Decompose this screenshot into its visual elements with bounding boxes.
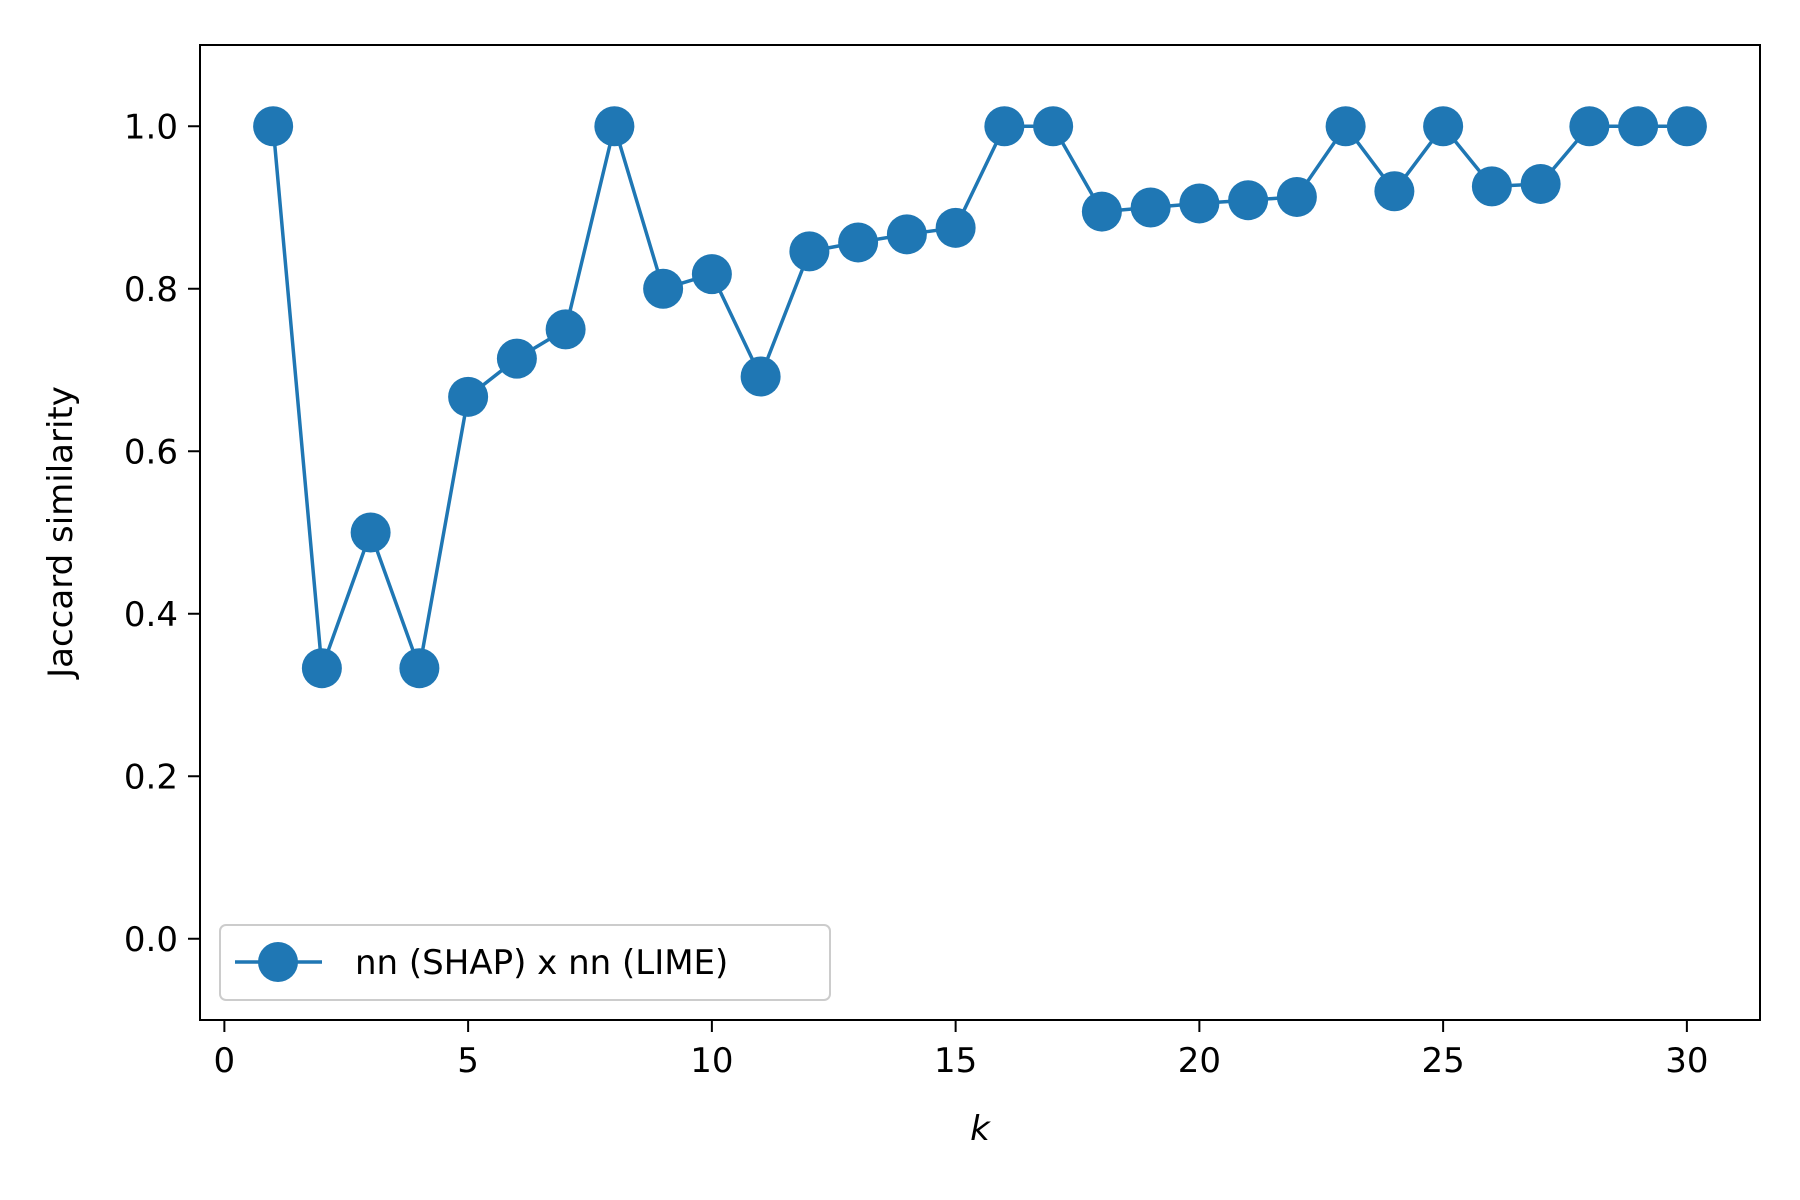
data-point [448,376,489,417]
y-tick-label: 1.0 [124,107,178,147]
data-point [496,338,537,379]
legend-frame [219,924,831,1001]
x-axis-ticks: 0 5 10 15 20 25 30 [214,1020,1709,1081]
data-point [1325,106,1366,147]
y-tick-label: 0.0 [124,920,178,960]
x-tick-label: 0 [214,1041,236,1081]
y-tick-label: 0.8 [124,270,178,310]
data-point [1081,191,1122,232]
data-point [1520,163,1561,204]
x-tick-label: 25 [1421,1041,1464,1081]
data-point [1179,183,1220,224]
data-point [691,254,732,295]
x-tick-label: 15 [934,1041,977,1081]
data-point [1471,166,1512,207]
data-point [301,648,342,689]
x-tick-label: 5 [457,1041,479,1081]
data-point [1130,187,1171,228]
data-point [740,356,781,397]
data-point [984,106,1025,147]
legend-series-marker [258,942,298,982]
data-point [886,214,927,255]
data-point [1666,106,1707,147]
data-point [1569,106,1610,147]
data-point [253,106,294,147]
y-tick-label: 0.6 [124,432,178,472]
x-axis-label: k [970,1109,991,1149]
data-point [789,231,830,272]
data-point [399,648,440,689]
data-point [1228,180,1269,221]
data-point [594,106,635,147]
data-point [935,207,976,248]
y-axis-label: Jaccard similarity [41,386,81,680]
data-point [1618,106,1659,147]
plot-area-frame [199,44,1761,1021]
data-point [1423,106,1464,147]
x-tick-label: 20 [1178,1041,1221,1081]
series-layer [253,106,1707,689]
data-point [350,512,391,553]
data-point [1276,176,1317,217]
data-point [643,268,684,309]
legend: nn (SHAP) x nn (LIME) [219,924,831,1001]
data-point [838,222,879,263]
y-tick-label: 0.2 [124,757,178,797]
data-point [1374,171,1415,212]
y-tick-label: 0.4 [124,595,178,635]
legend-series-label: nn (SHAP) x nn (LIME) [355,943,728,983]
data-point [1033,106,1074,147]
x-tick-label: 10 [690,1041,733,1081]
y-axis-ticks: 0.0 0.2 0.4 0.6 0.8 1.0 [124,107,200,960]
x-tick-label: 30 [1665,1041,1708,1081]
data-point [545,309,586,350]
